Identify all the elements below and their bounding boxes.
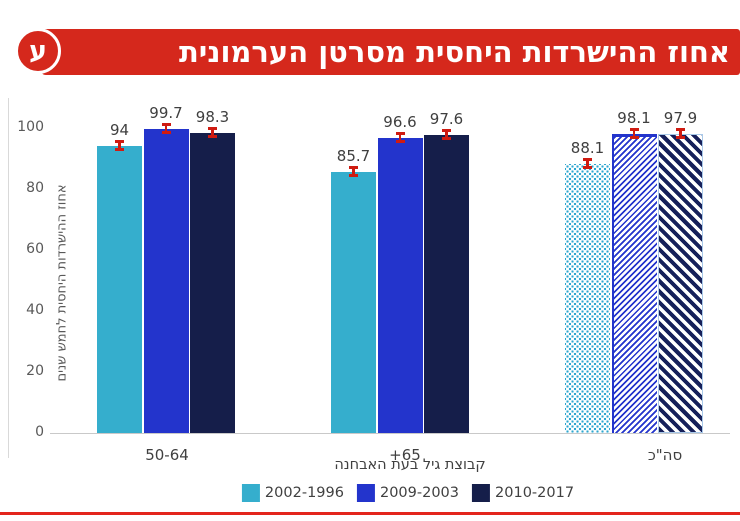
x-axis-title: קבוצת גיל בעת האבחנה bbox=[334, 457, 486, 473]
bar-2010-2017-סה"כ bbox=[658, 134, 703, 433]
logo-letter: ע bbox=[29, 36, 47, 67]
y-tick-label: 40 bbox=[26, 302, 44, 318]
bar-2010-2017-50-64 bbox=[190, 133, 235, 433]
error-bar bbox=[442, 129, 451, 141]
legend-label: 2010-2017 bbox=[495, 485, 575, 501]
data-label: 88.1 bbox=[570, 139, 605, 158]
data-label: 98.1 bbox=[617, 108, 651, 127]
error-bar bbox=[115, 140, 124, 152]
y-tick-label: 20 bbox=[26, 363, 44, 379]
data-label: 97.6 bbox=[429, 110, 464, 129]
bar-2002-1996-+65 bbox=[331, 171, 376, 433]
data-label: 99.7 bbox=[149, 103, 183, 122]
data-label: 94 bbox=[109, 121, 130, 140]
error-bar bbox=[161, 122, 171, 134]
bar-2009-2003-50-64 bbox=[143, 128, 189, 433]
legend-item: 2009-2003 bbox=[356, 484, 460, 502]
error-bar bbox=[208, 127, 217, 139]
bar-2010-2017-+65 bbox=[424, 135, 469, 433]
x-axis-line bbox=[50, 433, 730, 434]
x-category-label: +65 bbox=[389, 446, 421, 464]
error-bar bbox=[349, 165, 358, 177]
legend-item: 2002-1996 bbox=[241, 484, 344, 502]
y-axis-title: אחוז ההישרדות היחסית לחמש שנים bbox=[54, 184, 70, 382]
bar-2002-1996-סה"כ bbox=[565, 164, 610, 433]
y-tick-label: 0 bbox=[35, 424, 44, 440]
legend-swatch-icon bbox=[472, 484, 491, 502]
page-title: אחוז ההישרדות היחסית מסרטן הערמונית bbox=[178, 35, 730, 69]
data-label: 96.6 bbox=[383, 113, 417, 132]
y-tick-label: 80 bbox=[26, 180, 44, 196]
bar-2009-2003-+65 bbox=[377, 138, 423, 433]
legend: 2002-1996 2009-2003 2010-2017 bbox=[241, 484, 574, 502]
left-border-line bbox=[8, 98, 9, 458]
data-label: 85.7 bbox=[336, 146, 371, 165]
data-label: 97.9 bbox=[663, 109, 698, 128]
legend-label: 2009-2003 bbox=[379, 485, 460, 501]
y-tick-label: 60 bbox=[26, 241, 44, 257]
x-category-label: 50-64 bbox=[145, 446, 189, 464]
x-category-label: סה"כ bbox=[647, 446, 683, 464]
error-bar bbox=[676, 128, 685, 140]
bar-2002-1996-50-64 bbox=[97, 146, 142, 433]
error-bar bbox=[629, 127, 639, 139]
logo-badge: ע bbox=[15, 28, 61, 74]
bar-2009-2003-סה"כ bbox=[611, 133, 657, 433]
legend-item: 2010-2017 bbox=[472, 484, 574, 502]
error-bar bbox=[583, 158, 592, 170]
data-label: 98.3 bbox=[195, 108, 230, 127]
legend-swatch-icon bbox=[356, 484, 375, 502]
title-banner: אחוז ההישרדות היחסית מסרטן הערמונית bbox=[40, 29, 740, 75]
bottom-border-line bbox=[0, 512, 740, 515]
legend-swatch-icon bbox=[241, 484, 260, 502]
legend-label: 2002-1996 bbox=[264, 485, 344, 501]
error-bar bbox=[395, 132, 405, 144]
y-tick-label: 100 bbox=[17, 119, 44, 135]
